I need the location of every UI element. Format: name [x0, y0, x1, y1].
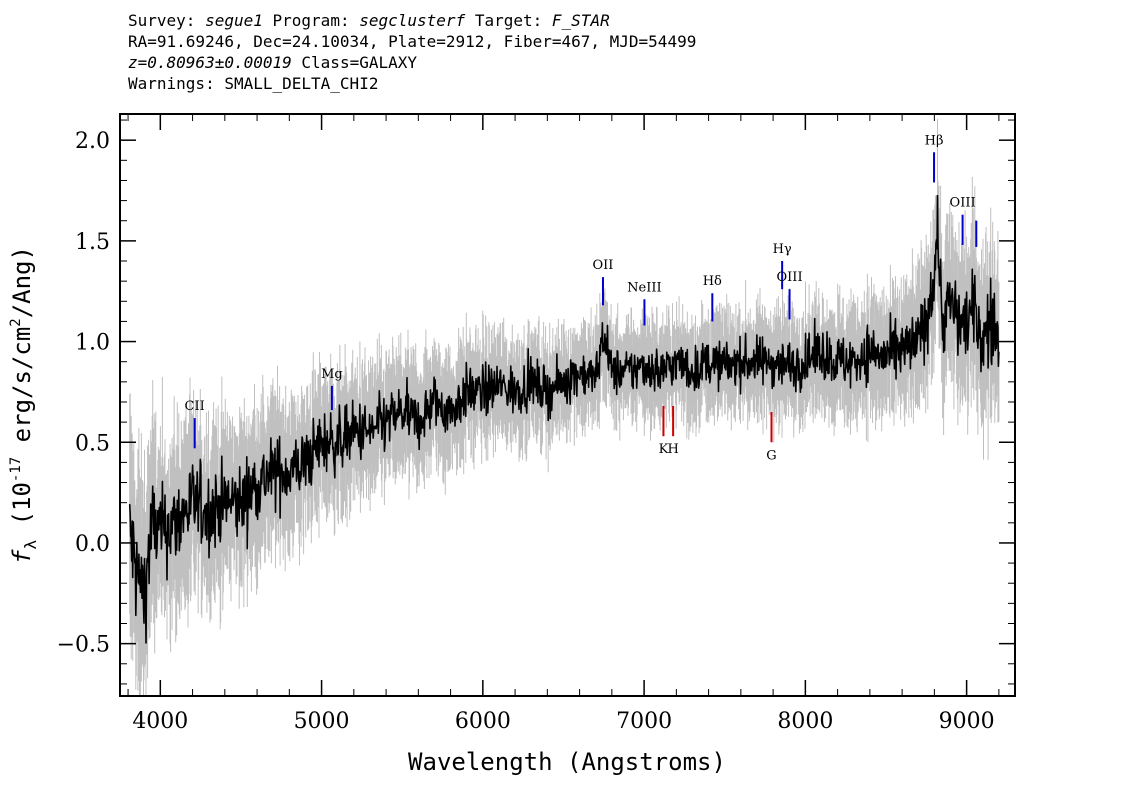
survey-value: segue1 — [205, 11, 263, 30]
y-title-sub: λ — [21, 540, 40, 550]
survey-label: Survey: — [128, 11, 196, 30]
axis-ticks — [120, 114, 1015, 696]
line-marker-label: OIII — [950, 196, 976, 211]
header-line-1: Survey: segue1 Program: segclusterf Targ… — [128, 10, 696, 31]
y-tick-label: 1.5 — [75, 230, 110, 255]
y-title-exp2: 2 — [8, 318, 24, 326]
x-tick-label: 5000 — [294, 709, 350, 734]
y-tick-label: 1.0 — [75, 331, 110, 356]
target-value: F_STAR — [551, 11, 610, 30]
y-tick-label: 0.0 — [75, 532, 110, 557]
y-title-exp: -17 — [8, 457, 24, 482]
error-band — [129, 119, 1000, 696]
line-marker-label: H — [667, 442, 678, 457]
x-axis-title: Wavelength (Angstroms) — [408, 748, 726, 776]
target-label: Target: — [474, 11, 543, 30]
x-tick-labels: 4000 5000 6000 7000 8000 9000 — [132, 709, 994, 734]
line-marker-label: Hδ — [703, 274, 722, 289]
line-marker-label: K — [659, 442, 669, 457]
y-title-rest: erg/s/cm — [8, 327, 36, 457]
line-marker-label: OII — [593, 258, 614, 273]
class-value: Class=GALAXY — [301, 53, 417, 72]
header-line-2: RA=91.69246, Dec=24.10034, Plate=2912, F… — [128, 32, 697, 51]
line-marker-label: CII — [185, 399, 205, 414]
y-tick-labels: −0.5 0.0 0.5 1.0 1.5 2.0 — [57, 129, 110, 657]
plot-frame — [119, 113, 1016, 697]
line-marker-label: NeIII — [627, 280, 661, 295]
line-markers: CII Mg OII NeIII Hδ Hγ OIII Hβ OIII K H G — [185, 133, 978, 463]
line-marker-label: Hγ — [773, 242, 792, 257]
program-value: segclusterf — [359, 11, 466, 30]
y-axis-title: fλ (10-17 erg/s/cm2/Ang) — [8, 246, 40, 564]
y-tick-label: −0.5 — [57, 633, 110, 658]
x-tick-label: 4000 — [132, 709, 188, 734]
flux-series — [128, 194, 1000, 644]
x-tick-label: 7000 — [616, 709, 672, 734]
program-label: Program: — [272, 11, 350, 30]
flux-line — [128, 194, 1000, 644]
line-marker-label: Hβ — [925, 133, 944, 148]
y-tick-label: 0.5 — [75, 431, 110, 456]
y-title-f: f — [8, 549, 36, 564]
y-title-tail: /Ang) — [8, 246, 36, 318]
x-tick-label: 8000 — [777, 709, 833, 734]
line-marker-label: G — [766, 448, 776, 463]
x-tick-label: 9000 — [939, 709, 995, 734]
y-title-open: (10 — [8, 482, 36, 540]
line-marker-label: OIII — [777, 270, 803, 285]
header-line-4: Warnings: SMALL_DELTA_CHI2 — [128, 74, 379, 93]
line-marker-label: Mg — [321, 367, 343, 382]
header-line-3: z=0.80963±0.00019 Class=GALAXY — [128, 52, 696, 73]
y-tick-label: 2.0 — [75, 129, 110, 154]
redshift-value: z=0.80963±0.00019 — [128, 53, 292, 72]
spectrum-header: Survey: segue1 Program: segclusterf Targ… — [128, 10, 696, 94]
error-band-path — [129, 119, 1000, 696]
x-tick-label: 6000 — [455, 709, 511, 734]
